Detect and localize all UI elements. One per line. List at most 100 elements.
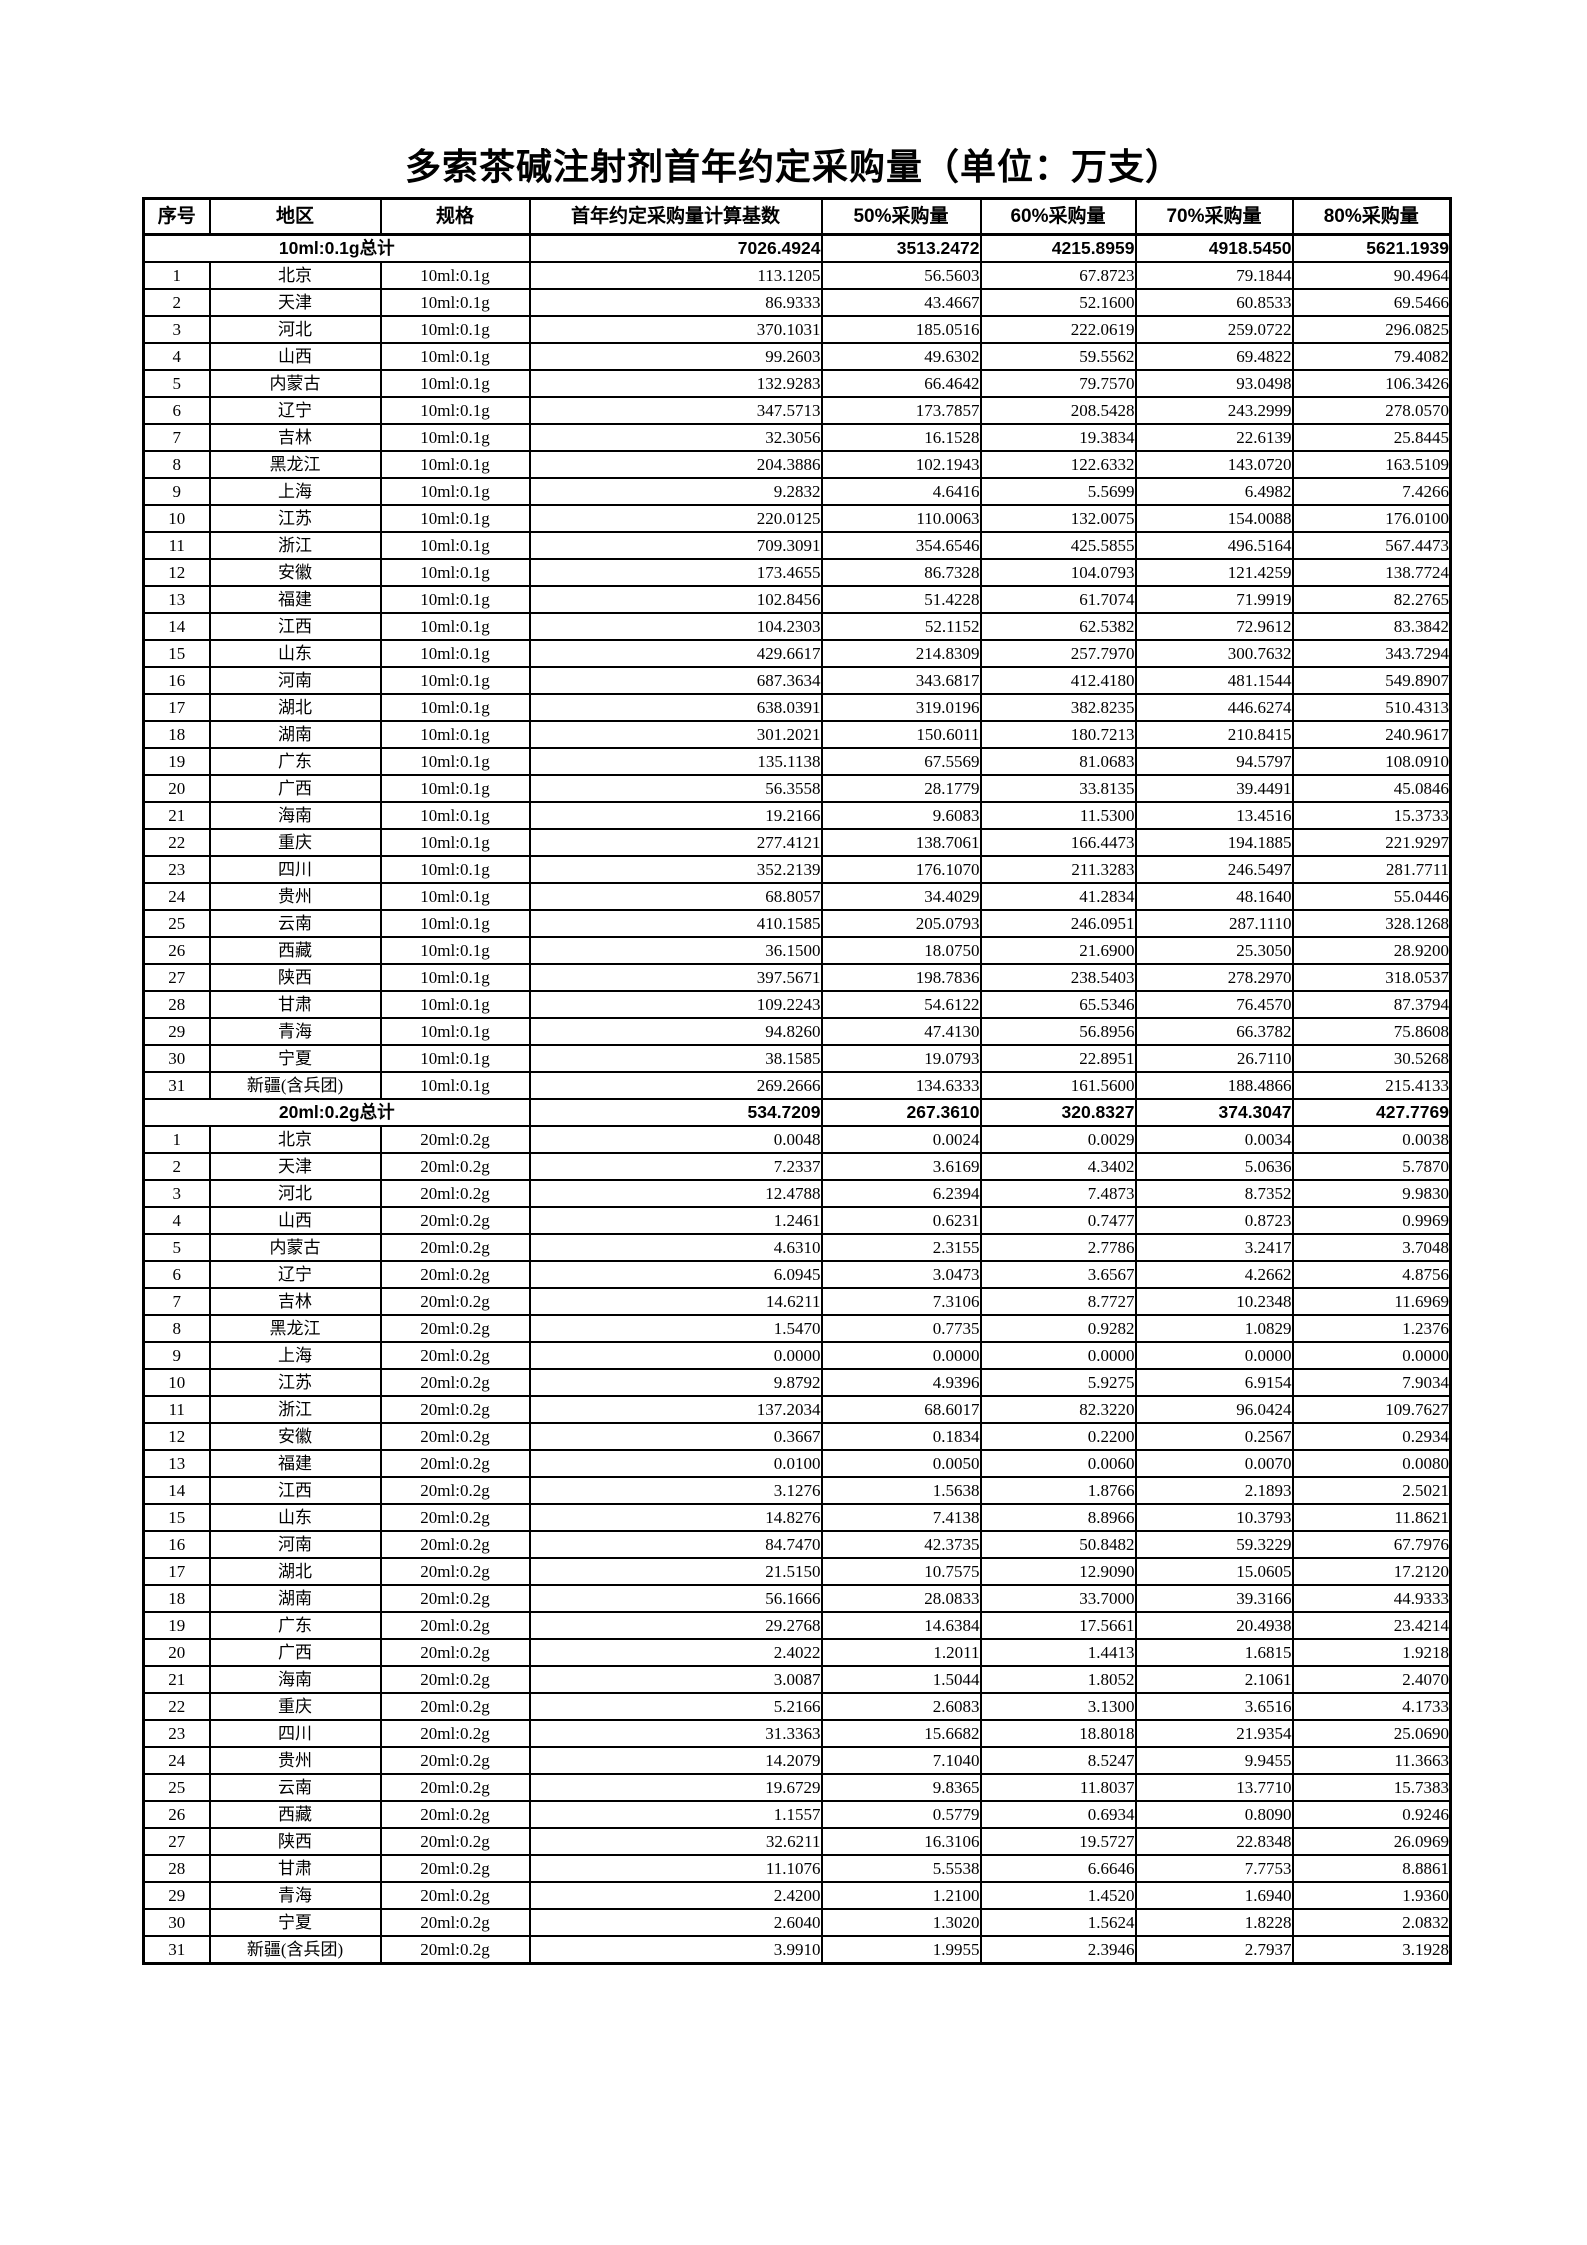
cell-value-2: 3.1300 xyxy=(979,1692,1137,1721)
section-summary-value: 4918.5450 xyxy=(1134,233,1294,263)
cell-value-0: 84.7470 xyxy=(528,1530,823,1559)
cell-value-1: 138.7061 xyxy=(820,828,982,857)
cell-value-3: 1.0829 xyxy=(1134,1314,1294,1343)
cell-value-1: 7.1040 xyxy=(820,1746,982,1775)
cell-value-0: 12.4788 xyxy=(528,1179,823,1208)
cell-value-2: 238.5403 xyxy=(979,963,1137,992)
cell-value-2: 2.7786 xyxy=(979,1233,1137,1262)
cell-index: 30 xyxy=(142,1908,211,1937)
cell-value-4: 1.9218 xyxy=(1291,1638,1452,1667)
cell-spec: 20ml:0.2g xyxy=(379,1395,531,1424)
table-row: 14 江西 20ml:0.2g 3.1276 1.5638 1.8766 2.1893 2.5… xyxy=(142,1476,1452,1505)
cell-value-1: 47.4130 xyxy=(820,1017,982,1046)
cell-value-0: 301.2021 xyxy=(528,720,823,749)
cell-value-3: 278.2970 xyxy=(1134,963,1294,992)
cell-value-1: 185.0516 xyxy=(820,315,982,344)
cell-value-3: 446.6274 xyxy=(1134,693,1294,722)
cell-region: 贵州 xyxy=(208,1746,382,1775)
cell-value-2: 22.8951 xyxy=(979,1044,1137,1073)
cell-value-1: 102.1943 xyxy=(820,450,982,479)
cell-value-0: 4.6310 xyxy=(528,1233,823,1262)
cell-value-3: 5.0636 xyxy=(1134,1152,1294,1181)
table-row: 13 福建 20ml:0.2g 0.0100 0.0050 0.0060 0.0070 0.0… xyxy=(142,1449,1452,1478)
cell-value-3: 121.4259 xyxy=(1134,558,1294,587)
cell-region: 云南 xyxy=(208,909,382,938)
cell-value-3: 6.4982 xyxy=(1134,477,1294,506)
cell-value-2: 1.8766 xyxy=(979,1476,1137,1505)
cell-spec: 10ml:0.1g xyxy=(379,369,531,398)
cell-value-2: 0.0029 xyxy=(979,1125,1137,1154)
cell-value-0: 132.9283 xyxy=(528,369,823,398)
cell-value-4: 67.7976 xyxy=(1291,1530,1452,1559)
cell-value-1: 43.4667 xyxy=(820,288,982,317)
cell-value-1: 0.5779 xyxy=(820,1800,982,1829)
cell-region: 广西 xyxy=(208,1638,382,1667)
cell-value-1: 67.5569 xyxy=(820,747,982,776)
section-summary-row: 20ml:0.2g总计 534.7209 267.3610 320.8327 374.3… xyxy=(142,1098,1452,1127)
cell-value-2: 21.6900 xyxy=(979,936,1137,965)
cell-value-2: 11.8037 xyxy=(979,1773,1137,1802)
cell-value-3: 0.0034 xyxy=(1134,1125,1294,1154)
cell-value-1: 0.0024 xyxy=(820,1125,982,1154)
cell-index: 17 xyxy=(142,693,211,722)
cell-region: 安徽 xyxy=(208,1422,382,1451)
cell-value-1: 52.1152 xyxy=(820,612,982,641)
cell-value-3: 0.0000 xyxy=(1134,1341,1294,1370)
cell-value-1: 16.3106 xyxy=(820,1827,982,1856)
cell-value-0: 109.2243 xyxy=(528,990,823,1019)
cell-value-3: 300.7632 xyxy=(1134,639,1294,668)
cell-spec: 20ml:0.2g xyxy=(379,1152,531,1181)
cell-index: 19 xyxy=(142,1611,211,1640)
column-header-5: 60%采购量 xyxy=(979,197,1137,236)
cell-value-1: 343.6817 xyxy=(820,666,982,695)
cell-index: 2 xyxy=(142,288,211,317)
cell-region: 黑龙江 xyxy=(208,1314,382,1343)
cell-spec: 10ml:0.1g xyxy=(379,990,531,1019)
cell-index: 5 xyxy=(142,369,211,398)
cell-value-4: 87.3794 xyxy=(1291,990,1452,1019)
table-row: 10 江苏 20ml:0.2g 9.8792 4.9396 5.9275 6.9154 7.9… xyxy=(142,1368,1452,1397)
cell-value-1: 54.6122 xyxy=(820,990,982,1019)
cell-value-4: 109.7627 xyxy=(1291,1395,1452,1424)
column-header-1: 地区 xyxy=(208,197,382,236)
cell-value-1: 14.6384 xyxy=(820,1611,982,1640)
cell-index: 15 xyxy=(142,1503,211,1532)
cell-value-3: 66.3782 xyxy=(1134,1017,1294,1046)
cell-region: 江苏 xyxy=(208,504,382,533)
cell-region: 陕西 xyxy=(208,1827,382,1856)
cell-value-0: 19.6729 xyxy=(528,1773,823,1802)
cell-value-1: 150.6011 xyxy=(820,720,982,749)
cell-region: 广西 xyxy=(208,774,382,803)
cell-index: 17 xyxy=(142,1557,211,1586)
cell-value-2: 0.9282 xyxy=(979,1314,1137,1343)
cell-index: 24 xyxy=(142,1746,211,1775)
cell-value-3: 15.0605 xyxy=(1134,1557,1294,1586)
table-row: 7 吉林 10ml:0.1g 32.3056 16.1528 19.3834 22.6139… xyxy=(142,423,1452,452)
cell-index: 20 xyxy=(142,1638,211,1667)
cell-value-1: 19.0793 xyxy=(820,1044,982,1073)
cell-region: 青海 xyxy=(208,1017,382,1046)
cell-value-3: 496.5164 xyxy=(1134,531,1294,560)
cell-value-4: 567.4473 xyxy=(1291,531,1452,560)
cell-value-3: 94.5797 xyxy=(1134,747,1294,776)
cell-value-1: 214.8309 xyxy=(820,639,982,668)
cell-region: 天津 xyxy=(208,1152,382,1181)
cell-value-2: 8.7727 xyxy=(979,1287,1137,1316)
cell-index: 9 xyxy=(142,477,211,506)
cell-value-0: 347.5713 xyxy=(528,396,823,425)
cell-value-3: 48.1640 xyxy=(1134,882,1294,911)
cell-value-3: 1.8228 xyxy=(1134,1908,1294,1937)
cell-value-3: 8.7352 xyxy=(1134,1179,1294,1208)
table-row: 4 山西 10ml:0.1g 99.2603 49.6302 59.5562 69.4822… xyxy=(142,342,1452,371)
cell-index: 13 xyxy=(142,1449,211,1478)
cell-index: 12 xyxy=(142,558,211,587)
cell-index: 6 xyxy=(142,1260,211,1289)
cell-region: 浙江 xyxy=(208,1395,382,1424)
cell-value-4: 296.0825 xyxy=(1291,315,1452,344)
cell-value-3: 259.0722 xyxy=(1134,315,1294,344)
cell-value-3: 39.4491 xyxy=(1134,774,1294,803)
column-header-0: 序号 xyxy=(142,197,211,236)
cell-index: 22 xyxy=(142,1692,211,1721)
cell-value-0: 3.1276 xyxy=(528,1476,823,1505)
cell-value-0: 14.2079 xyxy=(528,1746,823,1775)
